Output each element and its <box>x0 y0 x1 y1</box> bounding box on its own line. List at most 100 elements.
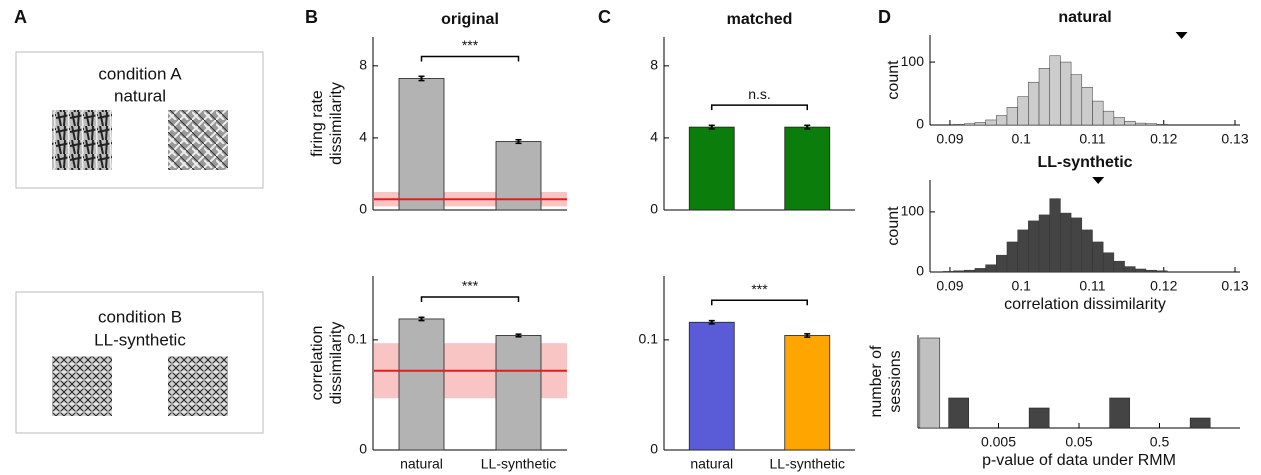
y-tick-label: 100 <box>901 53 925 69</box>
histogram-bar <box>953 270 965 273</box>
panel-label: A <box>14 7 27 27</box>
x-tick-label: 0.1 <box>1011 278 1031 294</box>
x-tick-label: natural <box>690 456 733 472</box>
x-tick-label: LL-synthetic <box>481 456 556 472</box>
histogram-bar <box>1060 61 1072 126</box>
bar <box>398 78 445 211</box>
y-tick-label: 4 <box>359 129 367 145</box>
texture-image <box>168 110 228 170</box>
y-tick-label: 4 <box>650 129 658 145</box>
y-axis-label: count <box>885 60 902 100</box>
bar <box>784 126 831 211</box>
x-tick-label: 0.13 <box>1221 278 1248 294</box>
histogram-bar <box>942 271 954 273</box>
y-tick-label: 0 <box>359 201 367 217</box>
histogram-bar <box>1049 198 1061 273</box>
histogram-bar <box>1156 124 1168 126</box>
histogram-bar <box>963 269 976 273</box>
bar <box>1109 397 1130 429</box>
histogram-bar <box>1006 107 1018 126</box>
y-tick-label: 8 <box>650 57 658 73</box>
x-tick-label: LL-synthetic <box>770 456 845 472</box>
histogram-bar <box>974 122 986 126</box>
condition-box <box>15 291 264 434</box>
histogram-bar <box>1156 270 1168 273</box>
panel-label: B <box>305 7 318 27</box>
bar <box>1189 417 1211 429</box>
y-tick-label: 0 <box>650 441 658 457</box>
panel-label: D <box>878 7 891 27</box>
y-tick-label: 0.1 <box>639 331 659 347</box>
chart-title: matched <box>727 11 793 28</box>
x-tick-label: 0.12 <box>1150 278 1177 294</box>
y-tick-label: 0 <box>916 263 924 279</box>
y-tick-label: 8 <box>359 57 367 73</box>
histogram-bar <box>1102 110 1115 126</box>
condition-kind: natural <box>114 86 166 105</box>
histogram-bar <box>996 254 1008 273</box>
significance-label: n.s. <box>748 86 771 102</box>
significance-label: *** <box>462 278 479 294</box>
y-axis-label: dissimilarity <box>328 322 345 405</box>
histogram-bar <box>1092 100 1104 126</box>
histogram-bar <box>1124 120 1136 126</box>
histogram-bar <box>1102 252 1115 273</box>
histogram-bar <box>1060 212 1072 273</box>
data-marker <box>1175 32 1188 39</box>
texture-image <box>168 356 228 416</box>
y-axis-label: firing rate <box>309 90 326 157</box>
histogram-bar <box>963 123 976 126</box>
significance-bracket <box>420 296 520 302</box>
bar <box>688 126 735 211</box>
x-tick-label: 0.09 <box>936 131 963 147</box>
bar <box>688 321 735 451</box>
chart-title: original <box>441 11 499 28</box>
histogram-bar <box>985 119 997 126</box>
significance-label: *** <box>462 37 479 53</box>
x-tick-label: 0.05 <box>1065 434 1092 450</box>
condition-name: condition A <box>98 64 182 83</box>
significance-bracket <box>420 55 520 62</box>
y-axis-label: dissimilarity <box>328 82 345 165</box>
texture-image <box>52 110 112 170</box>
significance-label: *** <box>751 281 768 297</box>
histogram-bar <box>1113 260 1125 273</box>
y-tick-label: 0 <box>650 201 658 217</box>
x-tick-label: 0.12 <box>1150 131 1177 147</box>
significance-bracket <box>711 104 808 111</box>
x-tick-label: 0.09 <box>936 278 963 294</box>
y-axis-label: correlation <box>309 326 326 401</box>
x-tick-label: 0.1 <box>1011 131 1031 147</box>
histogram-bar <box>953 124 965 126</box>
y-tick-label: 100 <box>901 203 925 219</box>
histogram-bar <box>985 264 997 273</box>
histogram-bar <box>974 268 986 273</box>
bar <box>398 318 445 451</box>
histogram-bar <box>1145 269 1157 273</box>
histogram-bar <box>1049 55 1061 126</box>
y-axis-label: sessions <box>887 350 904 412</box>
bar <box>919 337 941 429</box>
panel-label: C <box>598 7 611 27</box>
bar <box>784 335 831 451</box>
chart-title: LL-synthetic <box>1037 154 1132 171</box>
x-tick-label: 0.11 <box>1079 131 1105 147</box>
x-tick-label: natural <box>400 456 443 472</box>
y-tick-label: 0 <box>359 441 367 457</box>
condition-kind: LL-synthetic <box>94 330 186 349</box>
condition-name: condition B <box>98 307 182 326</box>
histogram-bar <box>1081 86 1093 126</box>
y-axis-label: number of <box>868 345 885 418</box>
x-axis-label: correlation dissimilarity <box>1004 296 1166 313</box>
histogram-bar <box>1028 81 1040 126</box>
chart-title: natural <box>1058 9 1111 26</box>
histogram-bar <box>1070 217 1083 273</box>
bar <box>1028 407 1050 429</box>
y-axis-label: count <box>885 206 902 246</box>
x-tick-label: 0.005 <box>981 434 1016 450</box>
histogram-bar <box>1145 123 1157 126</box>
histogram-bar <box>1038 214 1050 273</box>
histogram-bar <box>1070 74 1083 126</box>
bar <box>948 397 969 429</box>
